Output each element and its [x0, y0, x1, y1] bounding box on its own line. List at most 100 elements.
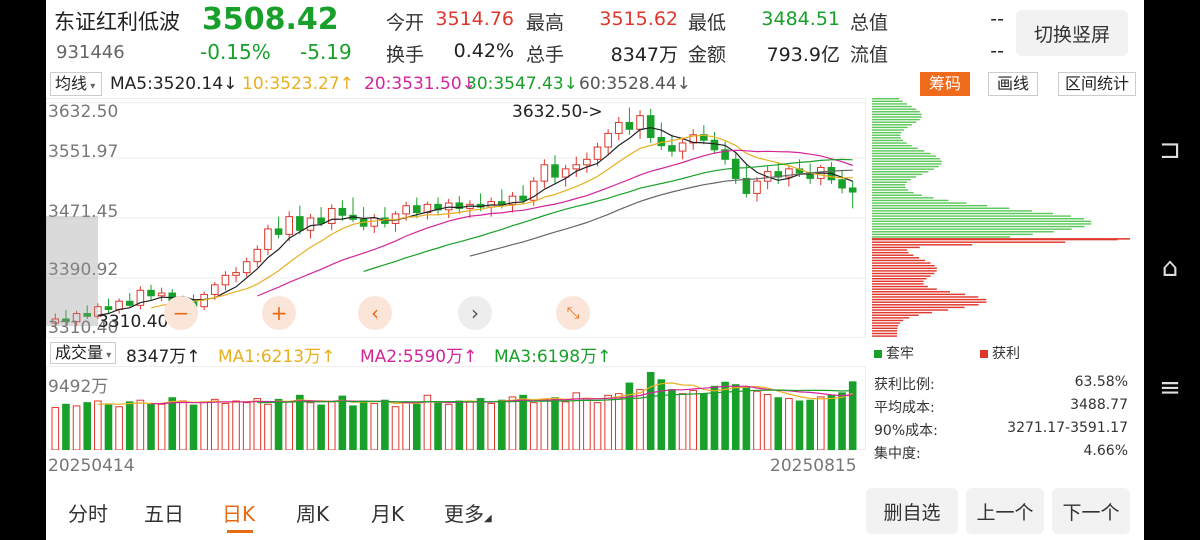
chip-bar-trapped — [872, 215, 1071, 217]
volume-bar — [221, 402, 230, 450]
menu-icon[interactable]: ≡ — [1159, 373, 1181, 403]
chip-bar-trapped — [872, 160, 942, 163]
app-root: 东证红利低波 3508.42 931446 -0.15% -5.19 今开 35… — [46, 0, 1144, 540]
ma-type-label: 均线 — [55, 74, 88, 93]
volume-bar — [402, 402, 410, 450]
corner-caret-icon: ◢ — [484, 513, 492, 524]
volume-bar — [359, 400, 368, 450]
high-value: 3515.62 — [599, 8, 678, 30]
volume-ma-20 — [257, 389, 853, 404]
tab-five-day[interactable]: 五日 — [144, 502, 184, 526]
chip-bar-profit — [872, 330, 898, 332]
active-tab-indicator — [227, 530, 253, 533]
ma60-label: 60:3528.44↓ — [579, 74, 691, 94]
draw-line-button[interactable]: 画线 — [988, 72, 1038, 96]
remove-watchlist-button[interactable]: 删自选 — [866, 488, 958, 534]
volume-ma3: MA3:6198万↑ — [494, 347, 612, 367]
profit-ratio-value: 63.58% — [1074, 374, 1128, 390]
chip-bar-trapped — [872, 155, 937, 157]
legend-profit: 获利 — [980, 343, 1020, 363]
chip-bar-trapped — [872, 184, 906, 186]
chip-bar-trapped — [872, 218, 1085, 220]
kline-chart[interactable] — [46, 98, 866, 338]
chip-bar-trapped — [872, 225, 1085, 228]
candle — [402, 205, 410, 215]
chevron-left-icon[interactable]: ‹ — [358, 296, 392, 330]
max-price-marker: 3632.50-> — [512, 102, 603, 122]
tab-more[interactable]: 更多◢ — [444, 502, 492, 526]
volume-bar — [742, 387, 751, 450]
candle — [253, 248, 262, 263]
chip-bar-profit — [872, 283, 924, 285]
volume-indicator-dropdown[interactable]: 成交量 ▾ — [50, 342, 117, 364]
candle — [614, 121, 623, 134]
low-label: 最低 — [688, 12, 727, 34]
candle — [540, 164, 549, 182]
change-value: -5.19 — [300, 40, 352, 64]
chip-bar-profit — [872, 285, 928, 288]
float-value-label: 流值 — [850, 44, 889, 66]
volume-bar — [62, 403, 70, 450]
back-icon[interactable]: ⊐ — [1159, 135, 1181, 165]
home-icon[interactable]: ⌂ — [1161, 253, 1179, 283]
minus-icon[interactable]: − — [164, 296, 198, 330]
volume-bar — [763, 393, 772, 450]
candle — [412, 205, 421, 214]
index-code: 931446 — [56, 42, 125, 63]
volume-bar — [561, 401, 570, 450]
plus-icon[interactable]: + — [262, 296, 296, 330]
candle — [785, 168, 793, 178]
chip-button[interactable]: 筹码 — [920, 72, 970, 96]
chip-bar-trapped — [872, 137, 901, 139]
chip-bar-profit — [872, 332, 898, 335]
chip-bar-profit — [872, 241, 1066, 243]
candle — [210, 284, 219, 295]
chip-bar-trapped — [872, 220, 1092, 223]
switch-portrait-button[interactable]: 切换竖屏 — [1016, 10, 1128, 56]
volume-bar — [147, 402, 155, 450]
scroll-handle[interactable] — [46, 216, 98, 326]
chip-bar-trapped — [872, 144, 912, 147]
chip-bar-trapped — [872, 176, 916, 178]
tab-weekly-k[interactable]: 周K — [296, 502, 330, 526]
tab-daily-k[interactable]: 日K — [222, 502, 256, 526]
prev-stock-button[interactable]: 上一个 — [966, 488, 1044, 534]
volume-bar — [519, 394, 527, 450]
volume-bar — [487, 402, 496, 450]
volume-bar — [625, 382, 634, 450]
cost90-label: 90%成本: — [874, 423, 938, 439]
volume-ma2: MA2:5590万↑ — [360, 347, 478, 367]
candle — [264, 228, 272, 250]
chip-bar-trapped — [872, 111, 920, 113]
candle — [742, 177, 751, 194]
volume-chart[interactable] — [46, 366, 866, 450]
volume-bar — [540, 398, 549, 450]
volume-bar — [806, 399, 814, 450]
volume-bar — [253, 398, 262, 450]
volume-y-label: 9492万 — [48, 377, 109, 397]
volume-bar — [94, 400, 102, 450]
candle — [583, 158, 591, 166]
volume-bar — [370, 402, 379, 450]
chip-bar-trapped — [872, 178, 911, 181]
candle — [455, 202, 464, 209]
ma-type-dropdown[interactable]: 均线 ▾ — [50, 72, 102, 96]
candle — [157, 292, 166, 297]
chip-bar-profit — [872, 304, 979, 306]
range-stats-button[interactable]: 区间统计 — [1058, 72, 1136, 96]
candle — [625, 121, 634, 130]
next-stock-button[interactable]: 下一个 — [1052, 488, 1130, 534]
y-label-2: 3551.97 — [48, 142, 119, 162]
volume-bar — [83, 402, 92, 450]
shrink-icon[interactable]: ⤡ — [556, 296, 590, 330]
volume-bar — [710, 385, 719, 450]
chip-bar-trapped — [872, 142, 907, 144]
chip-bar-profit — [872, 246, 920, 249]
chip-bar-trapped — [872, 189, 909, 191]
tab-monthly-k[interactable]: 月K — [371, 502, 405, 526]
volume-bar — [774, 397, 783, 450]
candle — [636, 115, 644, 130]
tab-intraday[interactable]: 分时 — [68, 502, 108, 526]
chevron-right-icon[interactable]: › — [458, 296, 492, 330]
legend-trapped: 套牢 — [874, 343, 914, 363]
